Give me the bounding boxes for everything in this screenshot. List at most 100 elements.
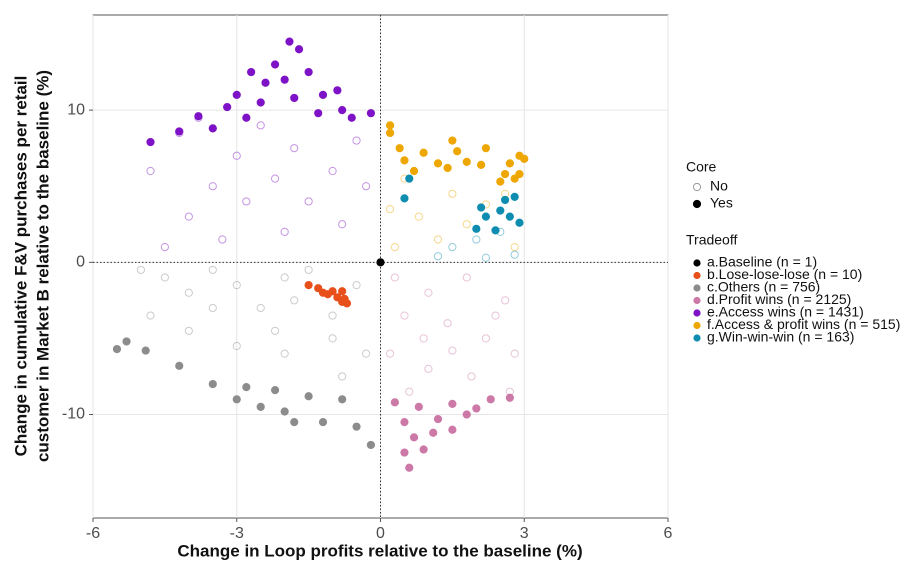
legend-label: b.Lose-lose-lose (n = 10) xyxy=(707,266,862,282)
legend-title: Tradeoff xyxy=(686,232,737,248)
core-point xyxy=(500,195,510,205)
point xyxy=(424,288,433,297)
point xyxy=(242,197,251,206)
point xyxy=(290,296,299,305)
point xyxy=(362,349,371,358)
point xyxy=(448,242,457,252)
core-point xyxy=(285,37,294,46)
point xyxy=(328,334,337,343)
core-point xyxy=(175,127,184,136)
legend-title: Core xyxy=(686,159,717,175)
core-point xyxy=(290,418,299,427)
core-point xyxy=(477,160,486,170)
point xyxy=(270,326,280,335)
point xyxy=(160,242,169,252)
core-point xyxy=(409,433,419,442)
legend-marker xyxy=(693,259,701,267)
core-point xyxy=(462,157,471,166)
y-axis-title: Change in cumulative F&V purchases per r… xyxy=(11,76,30,457)
point xyxy=(362,182,371,191)
core-point xyxy=(472,224,481,233)
x-tick-label: -3 xyxy=(230,525,244,542)
core-point xyxy=(433,414,443,424)
legend-label: d.Profit wins (n = 2125) xyxy=(707,291,851,307)
point xyxy=(510,349,519,358)
core-point xyxy=(390,398,399,407)
point xyxy=(352,281,361,290)
legend-label: e.Access wins (n = 1431) xyxy=(707,304,864,320)
core-point xyxy=(280,407,289,416)
core-point xyxy=(448,425,457,434)
core-point xyxy=(481,212,491,221)
point xyxy=(304,265,313,275)
legend-marker xyxy=(692,199,702,209)
core-point xyxy=(472,404,481,413)
point xyxy=(208,182,217,191)
core-point xyxy=(270,60,280,69)
core-point xyxy=(419,445,428,454)
point xyxy=(433,235,443,244)
point xyxy=(208,265,217,275)
core-point xyxy=(366,109,376,118)
core-point xyxy=(194,112,203,121)
point xyxy=(433,252,443,261)
point xyxy=(270,174,280,183)
core-point xyxy=(352,422,361,431)
core-point xyxy=(242,383,251,392)
point xyxy=(184,212,193,221)
point xyxy=(467,372,476,381)
point xyxy=(146,166,155,176)
point xyxy=(390,242,399,252)
y-tick-label: -10 xyxy=(62,406,85,423)
core-point xyxy=(443,163,452,173)
core-point xyxy=(486,395,495,404)
point xyxy=(218,235,227,244)
legend-label: No xyxy=(710,178,728,194)
point xyxy=(443,319,452,328)
legend-marker xyxy=(693,334,701,342)
core-point xyxy=(505,159,514,168)
x-tick-label: 0 xyxy=(376,525,385,542)
point xyxy=(462,273,471,282)
legend-label: g.Win-win-win (n = 163) xyxy=(707,329,854,345)
core-point xyxy=(290,93,299,103)
core-point xyxy=(448,136,457,145)
core-point xyxy=(223,102,232,112)
point xyxy=(352,136,361,145)
core-point xyxy=(318,418,328,427)
point xyxy=(472,235,481,244)
core-point xyxy=(304,67,313,77)
core-point xyxy=(141,346,150,355)
point xyxy=(481,253,491,262)
point xyxy=(280,273,289,282)
core-point xyxy=(520,154,529,163)
point xyxy=(232,281,241,290)
core-point xyxy=(400,156,409,165)
core-point xyxy=(318,90,328,100)
point xyxy=(256,121,265,130)
y-tick-label: 0 xyxy=(76,254,85,271)
core-point xyxy=(242,113,251,122)
core-point xyxy=(491,226,500,235)
point xyxy=(146,311,155,320)
core-point xyxy=(400,194,409,203)
core-point xyxy=(208,379,217,389)
core-point xyxy=(256,402,265,411)
point xyxy=(390,273,399,282)
legend-marker xyxy=(693,296,701,305)
core-point xyxy=(419,148,428,157)
point xyxy=(419,334,428,343)
core-point xyxy=(333,86,342,95)
core-point xyxy=(505,393,514,402)
core-point xyxy=(385,121,395,130)
legend-label: f.Access & profit wins (n = 515) xyxy=(707,316,900,332)
core-point xyxy=(414,402,423,411)
point xyxy=(448,346,457,355)
point xyxy=(338,220,347,229)
point xyxy=(280,349,289,358)
core-point xyxy=(261,78,270,87)
core-point xyxy=(232,90,241,100)
core-point xyxy=(328,287,337,296)
core-point xyxy=(294,45,304,54)
core-point xyxy=(376,258,385,267)
